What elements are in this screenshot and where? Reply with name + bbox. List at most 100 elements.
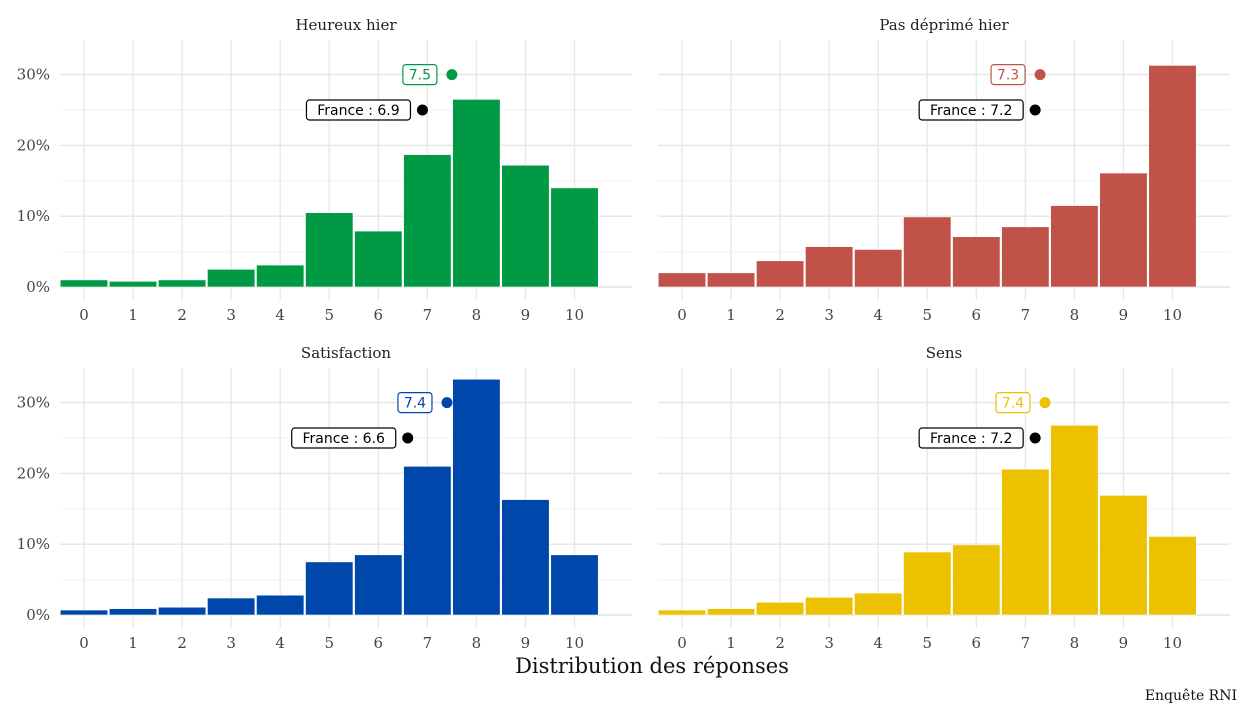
x-tick-label: 8 bbox=[472, 306, 482, 324]
bar-10 bbox=[550, 554, 599, 616]
y-tick-label: 0% bbox=[26, 278, 50, 296]
x-tick-label: 6 bbox=[374, 306, 384, 324]
x-tick-label: 2 bbox=[775, 634, 785, 652]
bar-6 bbox=[952, 544, 1001, 616]
france-label: France : 7.2 bbox=[930, 103, 1012, 119]
mean-point bbox=[1039, 397, 1051, 409]
bar-6 bbox=[952, 236, 1001, 288]
bar-0 bbox=[59, 279, 109, 288]
bar-2 bbox=[158, 279, 207, 288]
bar-9 bbox=[1099, 172, 1148, 288]
bar-5 bbox=[305, 212, 354, 288]
france-label: France : 6.6 bbox=[303, 431, 386, 447]
france-label-box bbox=[305, 99, 412, 121]
x-tick-label: 9 bbox=[521, 306, 531, 324]
x-tick-label: 3 bbox=[226, 306, 236, 324]
panel-2: Pas déprimé hier 0 1 2 3 4 5 6 7 8 9 10 7.3 France : … bbox=[657, 16, 1230, 324]
bar-4 bbox=[256, 594, 305, 616]
x-tick-label: 1 bbox=[726, 634, 736, 652]
y-tick-label: 30% bbox=[17, 394, 50, 412]
x-tick-label: 5 bbox=[922, 306, 932, 324]
x-tick-label: 9 bbox=[1119, 306, 1129, 324]
bar-7 bbox=[1001, 468, 1050, 616]
x-tick-label: 4 bbox=[873, 306, 883, 324]
bar-4 bbox=[256, 264, 305, 288]
bar-0 bbox=[59, 609, 109, 616]
x-tick-label: 7 bbox=[423, 634, 433, 652]
x-tick-label: 0 bbox=[677, 634, 687, 652]
mean-point bbox=[446, 69, 458, 81]
x-tick-label: 10 bbox=[565, 306, 584, 324]
bar-3 bbox=[207, 597, 256, 616]
france-label: France : 7.2 bbox=[930, 431, 1012, 447]
x-tick-label: 5 bbox=[324, 306, 334, 324]
bar-4 bbox=[854, 249, 903, 288]
bar-9 bbox=[1099, 495, 1148, 616]
bar-2 bbox=[756, 601, 805, 616]
bar-0 bbox=[657, 609, 707, 616]
x-tick-label: 0 bbox=[79, 634, 89, 652]
x-tick-label: 7 bbox=[423, 306, 433, 324]
x-tick-label: 6 bbox=[972, 306, 982, 324]
bar-0 bbox=[657, 272, 707, 288]
france-label-box bbox=[291, 427, 397, 449]
bar-1 bbox=[109, 608, 158, 616]
bar-10 bbox=[550, 187, 599, 288]
x-tick-label: 4 bbox=[275, 634, 285, 652]
mean-label: 7.4 bbox=[1002, 396, 1024, 412]
x-tick-label: 8 bbox=[1070, 634, 1080, 652]
bar-7 bbox=[403, 466, 452, 616]
x-tick-label: 3 bbox=[824, 634, 834, 652]
bar-9 bbox=[501, 164, 550, 288]
x-tick-label: 6 bbox=[972, 634, 982, 652]
bar-8 bbox=[452, 378, 501, 616]
y-tick-label: 20% bbox=[17, 136, 50, 154]
bar-6 bbox=[354, 230, 403, 288]
x-tick-label: 5 bbox=[922, 634, 932, 652]
panel-title: Sens bbox=[926, 344, 963, 362]
bar-5 bbox=[903, 216, 952, 288]
x-tick-label: 1 bbox=[726, 306, 736, 324]
france-point bbox=[1029, 104, 1041, 116]
bar-1 bbox=[706, 272, 756, 288]
y-tick-label: 10% bbox=[17, 535, 50, 553]
panel-title: Pas déprimé hier bbox=[879, 16, 1009, 34]
france-point bbox=[416, 104, 428, 116]
bar-7 bbox=[403, 154, 452, 288]
x-tick-label: 1 bbox=[128, 306, 138, 324]
y-tick-label: 30% bbox=[17, 66, 50, 84]
mean-point bbox=[1034, 69, 1046, 81]
bar-2 bbox=[756, 260, 805, 288]
y-tick-label: 20% bbox=[17, 464, 50, 482]
bar-1 bbox=[706, 608, 756, 616]
x-tick-label: 0 bbox=[677, 306, 687, 324]
bar-8 bbox=[1050, 205, 1099, 288]
bar-3 bbox=[207, 268, 256, 288]
x-axis-title: Distribution des réponses bbox=[515, 654, 789, 678]
bar-9 bbox=[501, 499, 550, 616]
bar-5 bbox=[903, 551, 952, 616]
x-tick-label: 2 bbox=[177, 306, 187, 324]
x-tick-label: 1 bbox=[128, 634, 138, 652]
mean-label-box bbox=[995, 392, 1031, 414]
x-tick-label: 9 bbox=[521, 634, 531, 652]
panel-1: Heureux hier 0 1 2 3 4 5 6 7 8 9 10 0% 10% 20% 30% 7.5 Fr… bbox=[17, 16, 632, 324]
france-label: France : 6.9 bbox=[317, 103, 399, 119]
mean-label: 7.3 bbox=[997, 68, 1019, 84]
panel-4: Sens 0 1 2 3 4 5 6 7 8 9 10 7.4 France : 7.2 bbox=[657, 344, 1230, 652]
bar-4 bbox=[854, 592, 903, 616]
x-tick-label: 10 bbox=[565, 634, 584, 652]
x-tick-label: 10 bbox=[1163, 306, 1182, 324]
mean-label-box bbox=[397, 392, 433, 414]
bar-3 bbox=[805, 246, 854, 288]
y-tick-label: 10% bbox=[17, 207, 50, 225]
france-point bbox=[402, 432, 414, 444]
bar-10 bbox=[1148, 536, 1197, 616]
x-tick-label: 7 bbox=[1021, 306, 1031, 324]
mean-label-box bbox=[402, 63, 438, 86]
x-tick-label: 8 bbox=[1070, 306, 1080, 324]
france-point bbox=[1029, 432, 1041, 444]
x-tick-label: 0 bbox=[79, 306, 89, 324]
